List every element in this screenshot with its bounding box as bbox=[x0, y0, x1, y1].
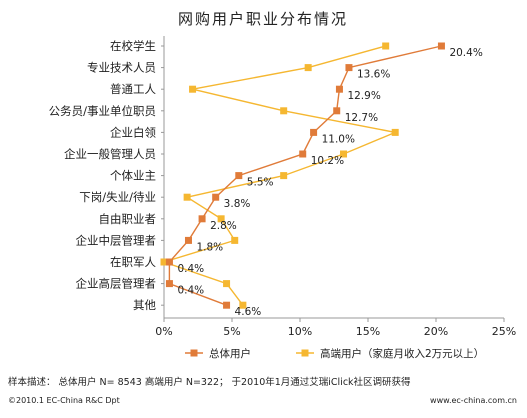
category-label: 自由职业者 bbox=[99, 212, 157, 226]
chart-title: 网购用户职业分布情况 bbox=[178, 10, 348, 28]
category-label: 个体业主 bbox=[110, 169, 156, 183]
footnote: 样本描述： 总体用户 N= 8543 高端用户 N=322； 于2010年1月通… bbox=[8, 377, 411, 388]
data-label: 20.4% bbox=[449, 47, 482, 59]
data-label: 2.8% bbox=[210, 220, 237, 232]
series-marker-1 bbox=[217, 215, 225, 223]
series-line-0 bbox=[168, 45, 442, 306]
x-tick-label: 20% bbox=[424, 325, 448, 338]
series-marker-0 bbox=[184, 236, 192, 244]
category-label: 专业技术人员 bbox=[87, 61, 156, 75]
legend-label: 高端用户（家庭月收入2万元以上） bbox=[320, 347, 484, 360]
category-label: 普通工人 bbox=[110, 82, 156, 96]
series-marker-0 bbox=[437, 42, 445, 50]
series-marker-1 bbox=[382, 42, 390, 50]
series-marker-0 bbox=[212, 193, 220, 201]
legend-marker-0 bbox=[190, 349, 198, 357]
data-label: 11.0% bbox=[322, 133, 355, 145]
data-label: 13.6% bbox=[357, 69, 390, 81]
series-marker-0 bbox=[310, 128, 318, 136]
series-marker-1 bbox=[340, 150, 348, 158]
legend-marker-1 bbox=[301, 349, 309, 357]
data-label: 4.6% bbox=[235, 306, 262, 318]
series-marker-0 bbox=[335, 85, 343, 93]
category-label: 在校学生 bbox=[110, 39, 156, 53]
series-marker-0 bbox=[299, 150, 307, 158]
data-label: 12.9% bbox=[347, 90, 380, 102]
data-label: 0.4% bbox=[177, 285, 204, 297]
series-marker-0 bbox=[165, 258, 173, 266]
x-tick-label: 15% bbox=[356, 325, 380, 338]
data-label: 1.8% bbox=[196, 241, 223, 253]
category-label: 下岗/失业/待业 bbox=[79, 190, 156, 204]
data-label: 0.4% bbox=[177, 263, 204, 275]
category-label: 在职军人 bbox=[110, 255, 156, 269]
copyright: ©2010.1 EC-China R&C Dpt bbox=[8, 396, 120, 405]
series-marker-0 bbox=[223, 301, 231, 309]
series-marker-0 bbox=[198, 215, 206, 223]
series-marker-1 bbox=[183, 193, 191, 201]
series-marker-1 bbox=[280, 172, 288, 180]
website: www.ec-china.com.cn bbox=[430, 396, 517, 405]
series-marker-1 bbox=[231, 236, 239, 244]
x-tick-label: 25% bbox=[492, 325, 516, 338]
x-tick-label: 10% bbox=[288, 325, 312, 338]
series-marker-1 bbox=[280, 107, 288, 115]
data-label: 10.2% bbox=[311, 155, 344, 167]
data-label: 5.5% bbox=[247, 177, 274, 189]
x-tick-label: 0% bbox=[155, 325, 172, 338]
category-label: 企业高层管理者 bbox=[76, 277, 157, 291]
data-label: 12.7% bbox=[345, 112, 378, 124]
series-marker-0 bbox=[235, 172, 243, 180]
category-label: 企业白领 bbox=[110, 125, 156, 139]
category-label: 企业一般管理人员 bbox=[64, 147, 156, 161]
category-label: 公务员/事业单位职员 bbox=[49, 104, 156, 118]
series-marker-1 bbox=[391, 128, 399, 136]
data-label: 3.8% bbox=[224, 198, 251, 210]
category-label: 其他 bbox=[133, 298, 156, 312]
series-marker-1 bbox=[239, 301, 247, 309]
series-marker-0 bbox=[333, 107, 341, 115]
series-marker-0 bbox=[165, 280, 173, 288]
series-marker-1 bbox=[189, 85, 197, 93]
series-marker-1 bbox=[223, 280, 231, 288]
series-marker-1 bbox=[160, 258, 168, 266]
x-tick-label: 5% bbox=[223, 325, 240, 338]
series-marker-0 bbox=[345, 64, 353, 72]
legend-label: 总体用户 bbox=[209, 347, 251, 360]
category-label: 企业中层管理者 bbox=[76, 233, 157, 247]
series-marker-1 bbox=[304, 64, 312, 72]
